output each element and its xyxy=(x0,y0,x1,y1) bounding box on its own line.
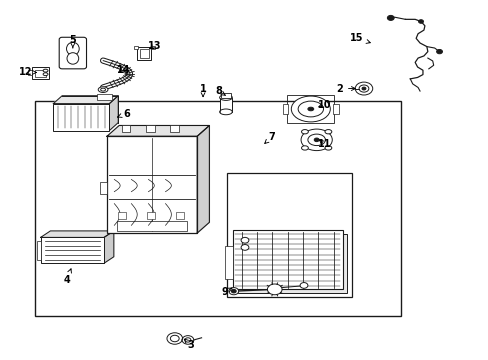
Bar xyxy=(28,70,32,75)
Bar xyxy=(332,104,338,114)
Ellipse shape xyxy=(386,15,393,21)
Ellipse shape xyxy=(325,130,331,134)
Ellipse shape xyxy=(314,138,319,141)
Text: 14: 14 xyxy=(117,64,131,75)
Ellipse shape xyxy=(98,87,108,93)
Text: 2: 2 xyxy=(336,84,355,94)
Ellipse shape xyxy=(291,96,330,122)
Bar xyxy=(134,46,138,49)
Ellipse shape xyxy=(184,338,190,342)
Ellipse shape xyxy=(228,288,238,295)
Bar xyxy=(227,173,351,297)
Polygon shape xyxy=(107,126,209,136)
Bar xyxy=(100,182,107,194)
Ellipse shape xyxy=(166,333,182,344)
Ellipse shape xyxy=(170,335,179,342)
Ellipse shape xyxy=(66,42,79,55)
Ellipse shape xyxy=(101,88,105,91)
Bar xyxy=(287,95,333,123)
Text: 8: 8 xyxy=(215,86,225,96)
Text: 15: 15 xyxy=(349,33,369,43)
Text: 7: 7 xyxy=(264,132,275,143)
Ellipse shape xyxy=(301,129,331,150)
Bar xyxy=(97,94,112,100)
Ellipse shape xyxy=(219,95,232,100)
Bar xyxy=(41,237,104,263)
Text: 13: 13 xyxy=(148,41,161,50)
Bar xyxy=(35,101,400,316)
Text: 3: 3 xyxy=(184,339,194,350)
Text: 4: 4 xyxy=(63,269,71,285)
Ellipse shape xyxy=(307,107,313,111)
Ellipse shape xyxy=(241,244,248,250)
Bar xyxy=(147,212,155,219)
Bar xyxy=(137,46,151,60)
Bar xyxy=(140,49,149,58)
Text: 1: 1 xyxy=(199,84,206,97)
Polygon shape xyxy=(53,96,118,104)
Ellipse shape xyxy=(43,73,48,76)
Bar xyxy=(35,69,45,77)
Ellipse shape xyxy=(300,283,307,288)
Bar xyxy=(232,230,342,289)
Ellipse shape xyxy=(354,82,372,95)
Ellipse shape xyxy=(298,101,323,117)
Polygon shape xyxy=(197,126,209,233)
Bar xyxy=(117,221,187,231)
Bar xyxy=(122,125,130,132)
Ellipse shape xyxy=(358,85,368,92)
Ellipse shape xyxy=(436,49,442,54)
Bar xyxy=(221,93,230,98)
Bar xyxy=(146,125,155,132)
Text: 6: 6 xyxy=(117,109,130,119)
Text: 5: 5 xyxy=(69,35,76,48)
Ellipse shape xyxy=(231,289,236,293)
Bar xyxy=(237,234,346,293)
Bar xyxy=(282,104,288,114)
Ellipse shape xyxy=(219,109,232,115)
Text: 11: 11 xyxy=(317,139,330,149)
Bar xyxy=(170,125,179,132)
Ellipse shape xyxy=(301,146,308,150)
Bar xyxy=(219,98,232,112)
Ellipse shape xyxy=(43,69,48,72)
Bar xyxy=(151,46,155,49)
Polygon shape xyxy=(104,231,114,263)
Text: 10: 10 xyxy=(317,100,330,110)
Polygon shape xyxy=(109,96,118,131)
Ellipse shape xyxy=(267,284,282,295)
Bar xyxy=(176,212,183,219)
FancyBboxPatch shape xyxy=(59,37,86,69)
Ellipse shape xyxy=(301,130,308,134)
Text: 9: 9 xyxy=(221,287,231,297)
Ellipse shape xyxy=(241,237,248,243)
Bar xyxy=(107,136,197,233)
Ellipse shape xyxy=(307,134,325,145)
Ellipse shape xyxy=(182,336,193,344)
Text: 12: 12 xyxy=(19,67,36,77)
Bar xyxy=(118,212,125,219)
Ellipse shape xyxy=(418,20,423,23)
Bar xyxy=(37,240,41,260)
Ellipse shape xyxy=(361,87,365,90)
Bar xyxy=(225,246,233,279)
Ellipse shape xyxy=(325,146,331,150)
Ellipse shape xyxy=(67,53,79,64)
Bar xyxy=(53,104,109,131)
Polygon shape xyxy=(41,231,114,237)
Bar xyxy=(32,67,49,79)
